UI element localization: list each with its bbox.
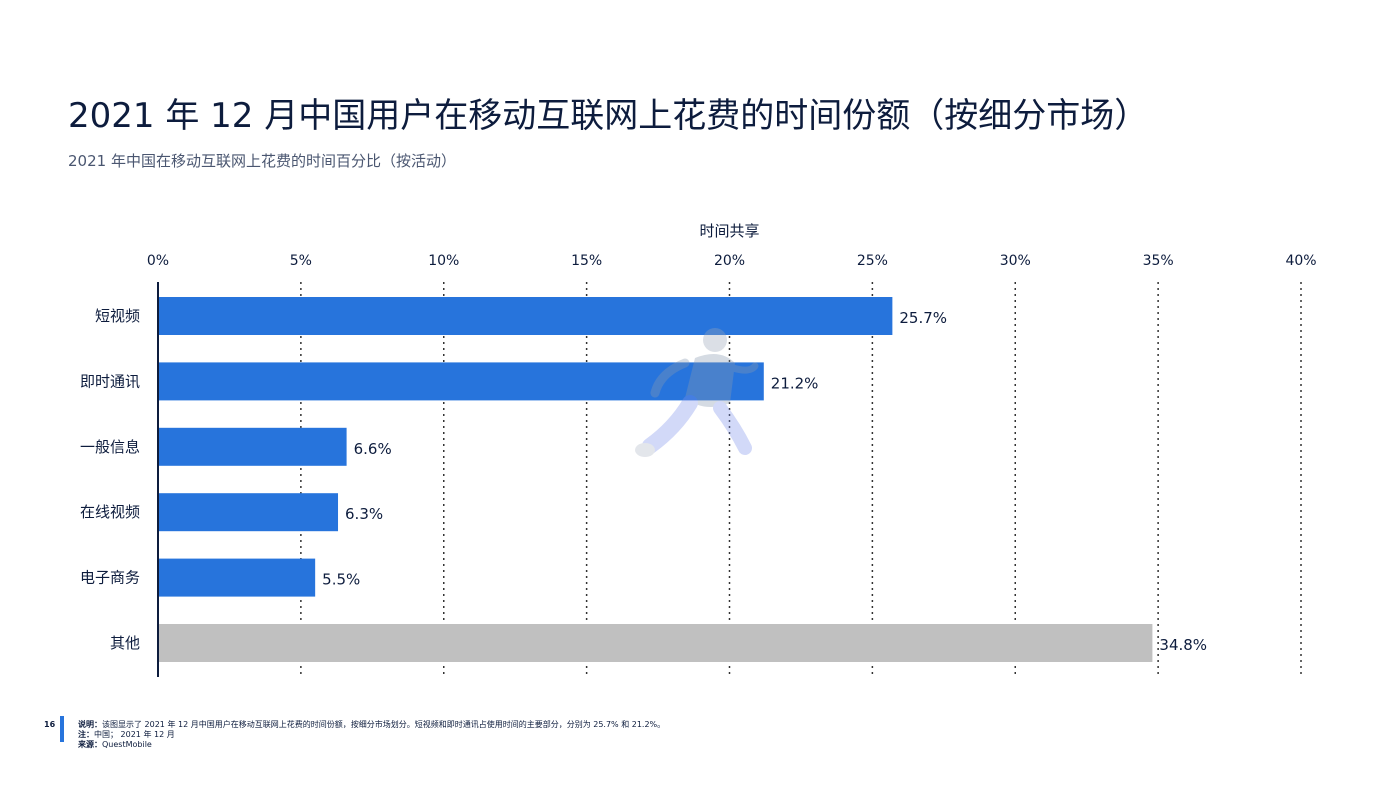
value-label: 34.8% [1159,636,1207,654]
bar-2 [158,427,347,466]
source-text: QuestMobile [102,740,152,749]
page-number: 16 [44,720,56,729]
x-tick-label: 30% [1000,253,1031,269]
value-label: 25.7% [899,309,947,327]
category-label: 一般信息 [80,438,140,456]
note-line: 注：中国； 2021 年 12 月 [78,730,665,740]
bar-5 [158,624,1153,662]
description-label: 说明： [78,720,102,729]
category-label: 即时通讯 [80,372,140,390]
value-label: 21.2% [771,374,819,392]
value-label: 6.3% [345,505,383,523]
category-label: 电子商务 [80,569,140,587]
bar-3 [158,493,339,532]
statista-mascot-watermark [635,328,759,457]
x-tick-label: 5% [290,253,312,269]
description-text: 该图显示了 2021 年 12 月中国用户在移动互联网上花费的时间份额，按细分市… [102,720,666,729]
note-label: 注： [78,730,94,739]
x-tick-label: 20% [714,253,745,269]
note-text: 中国； 2021 年 12 月 [94,730,175,739]
x-tick-label: 15% [571,253,602,269]
source-label: 来源： [78,740,102,749]
x-axis-title: 时间共享 [699,222,759,240]
category-label: 其他 [110,634,140,652]
category-label: 在线视频 [80,503,140,521]
footer-accent-bar [60,716,64,742]
chart-subtitle: 2021 年中国在移动互联网上花费的时间百分比（按活动） [68,152,456,170]
footer-notes: 说明：该图显示了 2021 年 12 月中国用户在移动互联网上花费的时间份额，按… [78,720,665,750]
value-label: 6.6% [354,440,392,458]
bar-0 [158,297,893,335]
bar-chart: 时间共享 0% 5% 10% 15% 20% 25% 30% 35% 40% 短视频 25.7% 即时通… [80,222,1317,677]
chart-title: 2021 年 12 月中国用户在移动互联网上花费的时间份额（按细分市场） [68,96,1149,136]
bar-1 [158,362,764,401]
description-line: 说明：该图显示了 2021 年 12 月中国用户在移动互联网上花费的时间份额，按… [78,720,665,730]
source-line: 来源：QuestMobile [78,740,665,750]
category-label: 短视频 [95,307,140,325]
x-tick-label: 35% [1143,253,1174,269]
value-label: 5.5% [322,571,360,589]
x-tick-label: 10% [428,253,459,269]
x-tick-label: 25% [857,253,888,269]
footer: 16 说明：该图显示了 2021 年 12 月中国用户在移动互联网上花费的时间份… [0,716,1400,756]
bar-4 [158,558,316,597]
x-tick-label: 0% [147,253,169,269]
x-tick-label: 40% [1285,253,1316,269]
